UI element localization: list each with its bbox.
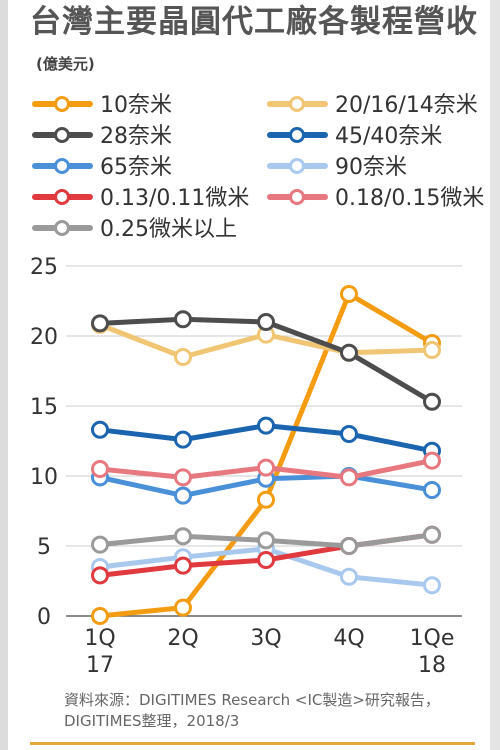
series-2-20-16-14-point-5 bbox=[423, 341, 441, 359]
legend-5-swatch-marker bbox=[54, 158, 70, 174]
y-tick-label-5: 5 bbox=[37, 535, 51, 560]
series-3-28-point-5 bbox=[423, 392, 441, 411]
legend-5-label: 65奈米 bbox=[100, 155, 172, 180]
series-4-45-40-point-4 bbox=[340, 425, 358, 443]
series-3-28-point-4 bbox=[340, 343, 358, 362]
chart-title-text: 台灣主要晶圓代工廠各製程營收 bbox=[30, 4, 478, 40]
y-tick-label-0: 0 bbox=[37, 605, 51, 630]
series-1-10-point-2 bbox=[174, 598, 192, 617]
legend-7-label: 0.13/0.11微米 bbox=[100, 186, 249, 211]
series-7-0-13-0-11-point-2 bbox=[174, 556, 192, 575]
series-6-90-point-4 bbox=[340, 567, 358, 586]
legend-6-label: 90奈米 bbox=[335, 155, 407, 180]
series-9-0-25-point-3 bbox=[257, 531, 275, 550]
bottom-rule bbox=[30, 742, 475, 745]
y-tick-label-15: 15 bbox=[30, 395, 58, 420]
legend-9-swatch-marker bbox=[54, 220, 70, 236]
series-3-28-point-3 bbox=[257, 313, 275, 331]
source-note: 資料來源：DIGITIMES Research <IC製造>研究報告，DIGIT… bbox=[64, 691, 440, 730]
series-5-65-point-2 bbox=[174, 486, 192, 505]
x-tick-label-1-line-1: 1Q bbox=[84, 626, 115, 651]
series-8-0-18-0-15-point-3 bbox=[257, 458, 275, 477]
series-8-0-18-0-15-point-4 bbox=[340, 468, 358, 487]
y-tick-label-25: 25 bbox=[30, 255, 58, 280]
series-9-0-25-point-1 bbox=[91, 535, 109, 554]
legend-8-label: 0.18/0.15微米 bbox=[335, 186, 484, 211]
x-tick-label-3-line-1: 3Q bbox=[250, 626, 281, 651]
legend-7-swatch-marker bbox=[54, 189, 70, 205]
line-chart: 10奈米 20/16/14奈米 28奈米 45/40奈米 65奈米 90奈米 0.13/0.… bbox=[30, 93, 484, 678]
series-3-28-point-1 bbox=[91, 314, 109, 333]
series-8-0-18-0-15-point-1 bbox=[91, 460, 109, 478]
series-5-65-point-5 bbox=[423, 481, 441, 499]
series-9-0-25-point-4 bbox=[340, 537, 358, 555]
series-2-20-16-14-point-2 bbox=[174, 348, 192, 366]
series-4-45-40-point-3 bbox=[257, 416, 275, 435]
series-1-10-point-1 bbox=[91, 607, 109, 625]
legend-6-swatch-marker bbox=[289, 158, 305, 174]
legend-4-swatch-marker bbox=[289, 127, 305, 143]
legend-2-label: 20/16/14奈米 bbox=[335, 93, 478, 118]
legend-1-label: 10奈米 bbox=[100, 93, 172, 118]
x-tick-label-2-line-1: 2Q bbox=[167, 626, 198, 651]
series-3-28-point-2 bbox=[174, 310, 192, 329]
x-tick-label-4-line-1: 4Q bbox=[333, 626, 364, 651]
series-9-0-25-point-2 bbox=[174, 527, 192, 546]
legend-1-swatch-marker bbox=[54, 96, 70, 112]
right-frame-edge bbox=[490, 0, 500, 750]
y-tick-label-10: 10 bbox=[30, 465, 58, 490]
legend-8-swatch-marker bbox=[289, 189, 305, 205]
x-tick-label-5-line-2: 18 bbox=[418, 653, 446, 678]
legend-3-swatch-marker bbox=[54, 127, 70, 143]
series-4-45-40-point-2 bbox=[174, 430, 192, 449]
series-4-45-40-point-1 bbox=[91, 420, 109, 439]
chart-unit-label: (億美元) bbox=[36, 55, 95, 73]
series-6-90-point-5 bbox=[423, 576, 441, 595]
series-7-0-13-0-11-point-3 bbox=[257, 551, 275, 569]
legend-3-label: 28奈米 bbox=[100, 124, 172, 149]
series-1-10-point-3 bbox=[257, 490, 275, 509]
y-tick-label-20: 20 bbox=[30, 325, 58, 350]
legend-2-swatch-marker bbox=[289, 96, 305, 112]
x-tick-label-5-line-1: 1Qe bbox=[410, 626, 455, 651]
legend-4-label: 45/40奈米 bbox=[335, 124, 442, 149]
legend-9-label: 0.25微米以上 bbox=[100, 217, 237, 242]
series-8-0-18-0-15-point-2 bbox=[174, 468, 192, 487]
left-frame-edge bbox=[0, 0, 8, 750]
series-9-0-25-point-5 bbox=[423, 525, 441, 544]
series-1-10-point-4 bbox=[340, 285, 358, 303]
series-8-0-18-0-15-point-5 bbox=[423, 451, 441, 470]
x-tick-label-1-line-2: 17 bbox=[86, 653, 114, 678]
series-7-0-13-0-11-point-1 bbox=[91, 566, 109, 585]
chart-title: 台灣主要晶圓代工廠各製程營收 (億美元) bbox=[30, 4, 480, 83]
